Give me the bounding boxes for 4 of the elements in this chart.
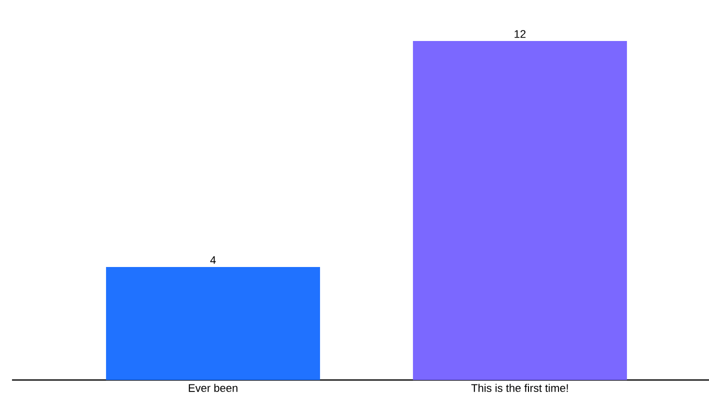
x-tick-label: Ever been — [188, 384, 238, 392]
data-label: 4 — [210, 256, 216, 264]
x-tick-label: This is the first time! — [471, 384, 568, 392]
data-label: 12 — [514, 30, 526, 38]
